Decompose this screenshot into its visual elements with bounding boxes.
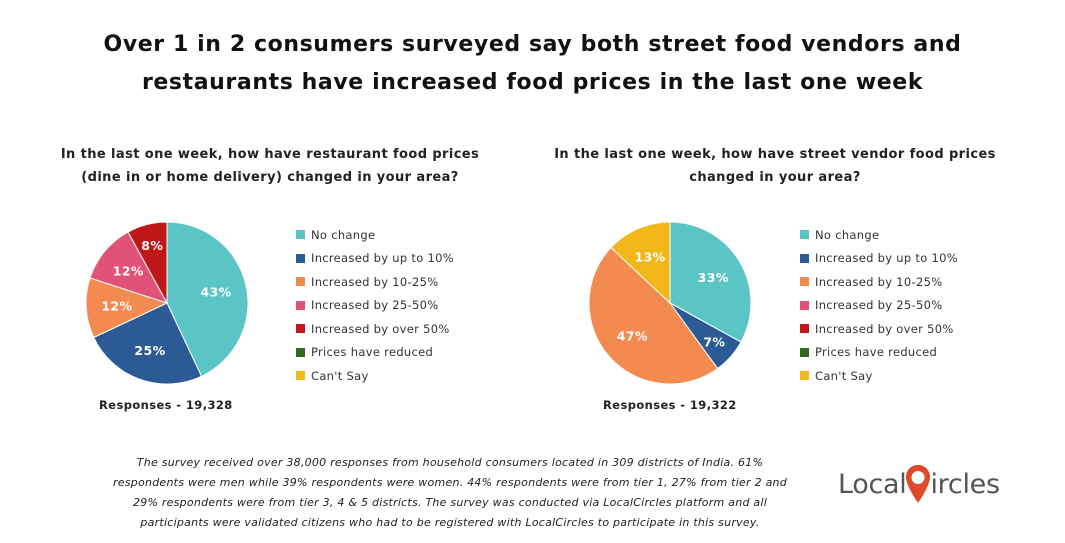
pie-slice-increased-by-over-50 [127, 221, 168, 304]
chart-2-question-line-2: changed in your area? [689, 170, 861, 185]
legend-swatch [296, 277, 305, 287]
title-line-2: restaurants have increased food prices i… [141, 70, 924, 95]
legend-item-no-change: No change [800, 223, 958, 247]
slice-label-increased-by-10-25: 47% [617, 329, 648, 344]
chart-2-question: In the last one week, how have street ve… [530, 143, 1020, 189]
legend-item-can-t-say: Can't Say [800, 364, 958, 388]
pie-slice-increased-by-10-25 [85, 277, 169, 339]
logo-text-ircles: ircles [930, 468, 1000, 500]
footnote-line-1: The survey received over 38,000 response… [136, 456, 764, 469]
localcircles-logo: Local ircles [838, 462, 1000, 506]
legend-label: Prices have reduced [815, 345, 938, 360]
legend-item-increased-by-up-to-10: Increased by up to 10% [800, 247, 958, 271]
legend-item-can-t-say: Can't Say [296, 364, 454, 388]
legend-label: Increased by 25-50% [815, 298, 943, 313]
chart-2-legend: No change Increased by up to 10% Increased… [800, 223, 958, 388]
pie-slice-increased-by-up-to-10 [93, 302, 203, 385]
slice-label-no-change: 33% [698, 270, 729, 285]
logo-pin-icon [906, 465, 931, 503]
chart-1-question-line-2: (dine in or home delivery) changed in yo… [81, 170, 459, 185]
pie-slice-increased-by-10-25 [588, 246, 719, 385]
logo-text-local: Local [838, 468, 907, 500]
legend-label: Increased by over 50% [311, 321, 450, 336]
legend-swatch [296, 347, 305, 357]
legend-swatch [296, 253, 305, 263]
chart-2-responses: Responses - 19,322 [603, 398, 737, 412]
chart-1-responses: Responses - 19,328 [99, 398, 233, 412]
legend-item-increased-by-25-50: Increased by 25-50% [800, 294, 958, 318]
survey-footnote: The survey received over 38,000 response… [70, 453, 830, 533]
legend-item-increased-by-up-to-10: Increased by up to 10% [296, 247, 454, 271]
legend-label: Increased by 10-25% [815, 274, 943, 289]
legend-item-prices-have-reduced: Prices have reduced [800, 341, 958, 365]
chart-1-question: In the last one week, how have restauran… [30, 143, 510, 189]
footnote-line-2: respondents were men while 39% responden… [112, 476, 788, 489]
slice-label-no-change: 43% [200, 285, 231, 300]
legend-item-increased-by-25-50: Increased by 25-50% [296, 294, 454, 318]
legend-swatch [800, 371, 809, 381]
legend-label: Increased by up to 10% [311, 251, 454, 266]
legend-item-increased-by-10-25: Increased by 10-25% [800, 270, 958, 294]
legend-item-no-change: No change [296, 223, 454, 247]
street-vendor-prices-pie-chart: 33% 7% 47% 13% [588, 221, 752, 385]
footnote-line-4: participants were validated citizens who… [140, 516, 760, 529]
legend-item-increased-by-over-50: Increased by over 50% [800, 317, 958, 341]
pie-slice-can-t-say [610, 221, 671, 305]
legend-swatch [800, 347, 809, 357]
legend-label: Can't Say [815, 368, 873, 383]
legend-label: Increased by 10-25% [311, 274, 439, 289]
legend-swatch [800, 277, 809, 287]
restaurant-prices-pie-chart: 43% 25% 12% 12% 8% [85, 221, 249, 385]
slice-label-increased-by-over-50: 8% [141, 238, 163, 253]
legend-label: Prices have reduced [311, 345, 434, 360]
legend-label: Increased by 25-50% [311, 298, 439, 313]
slice-label-increased-by-25-50: 12% [113, 263, 144, 278]
legend-label: Can't Say [311, 368, 369, 383]
chart-1-question-line-1: In the last one week, how have restauran… [60, 147, 480, 162]
title-line-1: Over 1 in 2 consumers surveyed say both … [103, 32, 962, 57]
legend-swatch [800, 300, 809, 310]
slice-label-increased-by-10-25: 12% [101, 299, 132, 314]
pie-slice-increased-by-25-50 [89, 231, 169, 304]
page-title: Over 1 in 2 consumers surveyed say both … [0, 26, 1065, 102]
legend-swatch [800, 324, 809, 334]
legend-swatch [800, 253, 809, 263]
pie-slice-no-change [669, 221, 752, 343]
legend-item-increased-by-10-25: Increased by 10-25% [296, 270, 454, 294]
chart-2-question-line-1: In the last one week, how have street ve… [554, 147, 996, 162]
legend-label: No change [815, 227, 880, 242]
legend-swatch [296, 230, 305, 240]
legend-swatch [296, 371, 305, 381]
slice-label-can-t-say: 13% [634, 249, 665, 264]
pie-slice-no-change [166, 221, 249, 377]
legend-swatch [800, 230, 809, 240]
legend-item-prices-have-reduced: Prices have reduced [296, 341, 454, 365]
slice-label-increased-by-up-to-10: 7% [703, 335, 725, 350]
chart-1-legend: No change Increased by up to 10% Increased… [296, 223, 454, 388]
legend-label: No change [311, 227, 376, 242]
legend-label: Increased by over 50% [815, 321, 954, 336]
legend-swatch [296, 300, 305, 310]
slice-label-increased-by-up-to-10: 25% [134, 343, 165, 358]
legend-swatch [296, 324, 305, 334]
legend-item-increased-by-over-50: Increased by over 50% [296, 317, 454, 341]
legend-label: Increased by up to 10% [815, 251, 958, 266]
footnote-line-3: 29% respondents were from tier 3, 4 & 5 … [132, 496, 768, 509]
